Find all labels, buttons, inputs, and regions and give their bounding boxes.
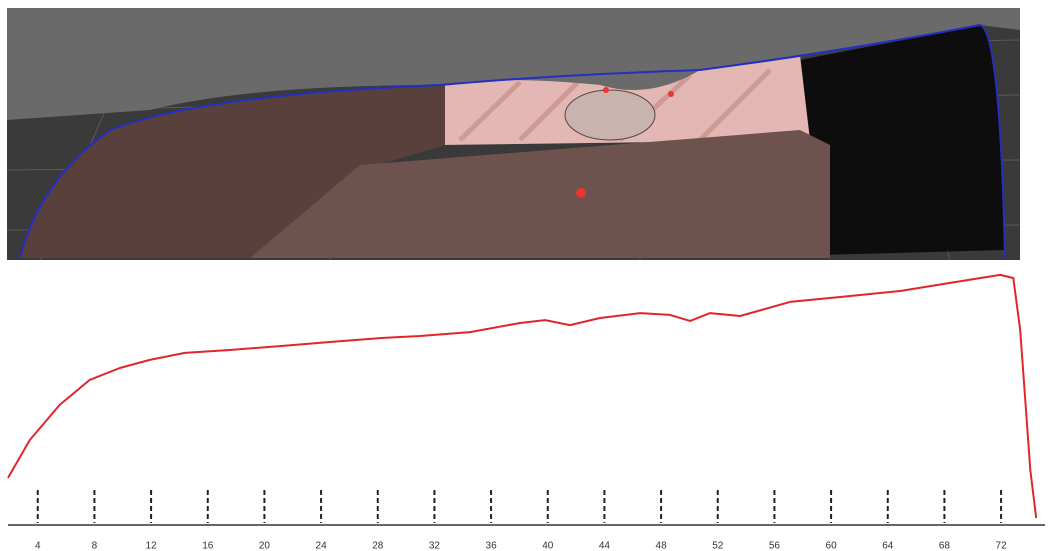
x-tick-label: 60 — [826, 541, 838, 551]
x-tick-label: 24 — [316, 541, 328, 551]
x-tick-label: 32 — [429, 541, 441, 551]
x-tick-label: 40 — [542, 541, 554, 551]
marker-point — [576, 188, 586, 198]
x-tick-label: 20 — [259, 541, 271, 551]
render-view — [7, 8, 1020, 260]
x-tick-label: 48 — [656, 541, 668, 551]
cavity — [565, 90, 655, 140]
x-tick-label: 64 — [882, 541, 894, 551]
x-tick-label: 72 — [996, 541, 1008, 551]
x-tick-label: 16 — [202, 541, 214, 551]
dark-wall — [800, 25, 1005, 255]
x-tick-label: 44 — [599, 541, 611, 551]
marker-point — [603, 87, 609, 93]
x-tick-label: 56 — [769, 541, 781, 551]
x-tick-label: 4 — [35, 541, 41, 551]
x-tick-label: 68 — [939, 541, 951, 551]
marker-point — [668, 91, 674, 97]
x-tick-label: 28 — [372, 541, 384, 551]
profile-line — [8, 275, 1036, 518]
chart: 4812162024283236404448525660646872 — [0, 0, 1052, 551]
x-tick-label: 52 — [712, 541, 724, 551]
page: {"chart_data": {"type": "line", "color":… — [0, 0, 1052, 551]
x-tick-label: 12 — [146, 541, 158, 551]
x-tick-label: 8 — [92, 541, 98, 551]
x-tick-label: 36 — [486, 541, 498, 551]
